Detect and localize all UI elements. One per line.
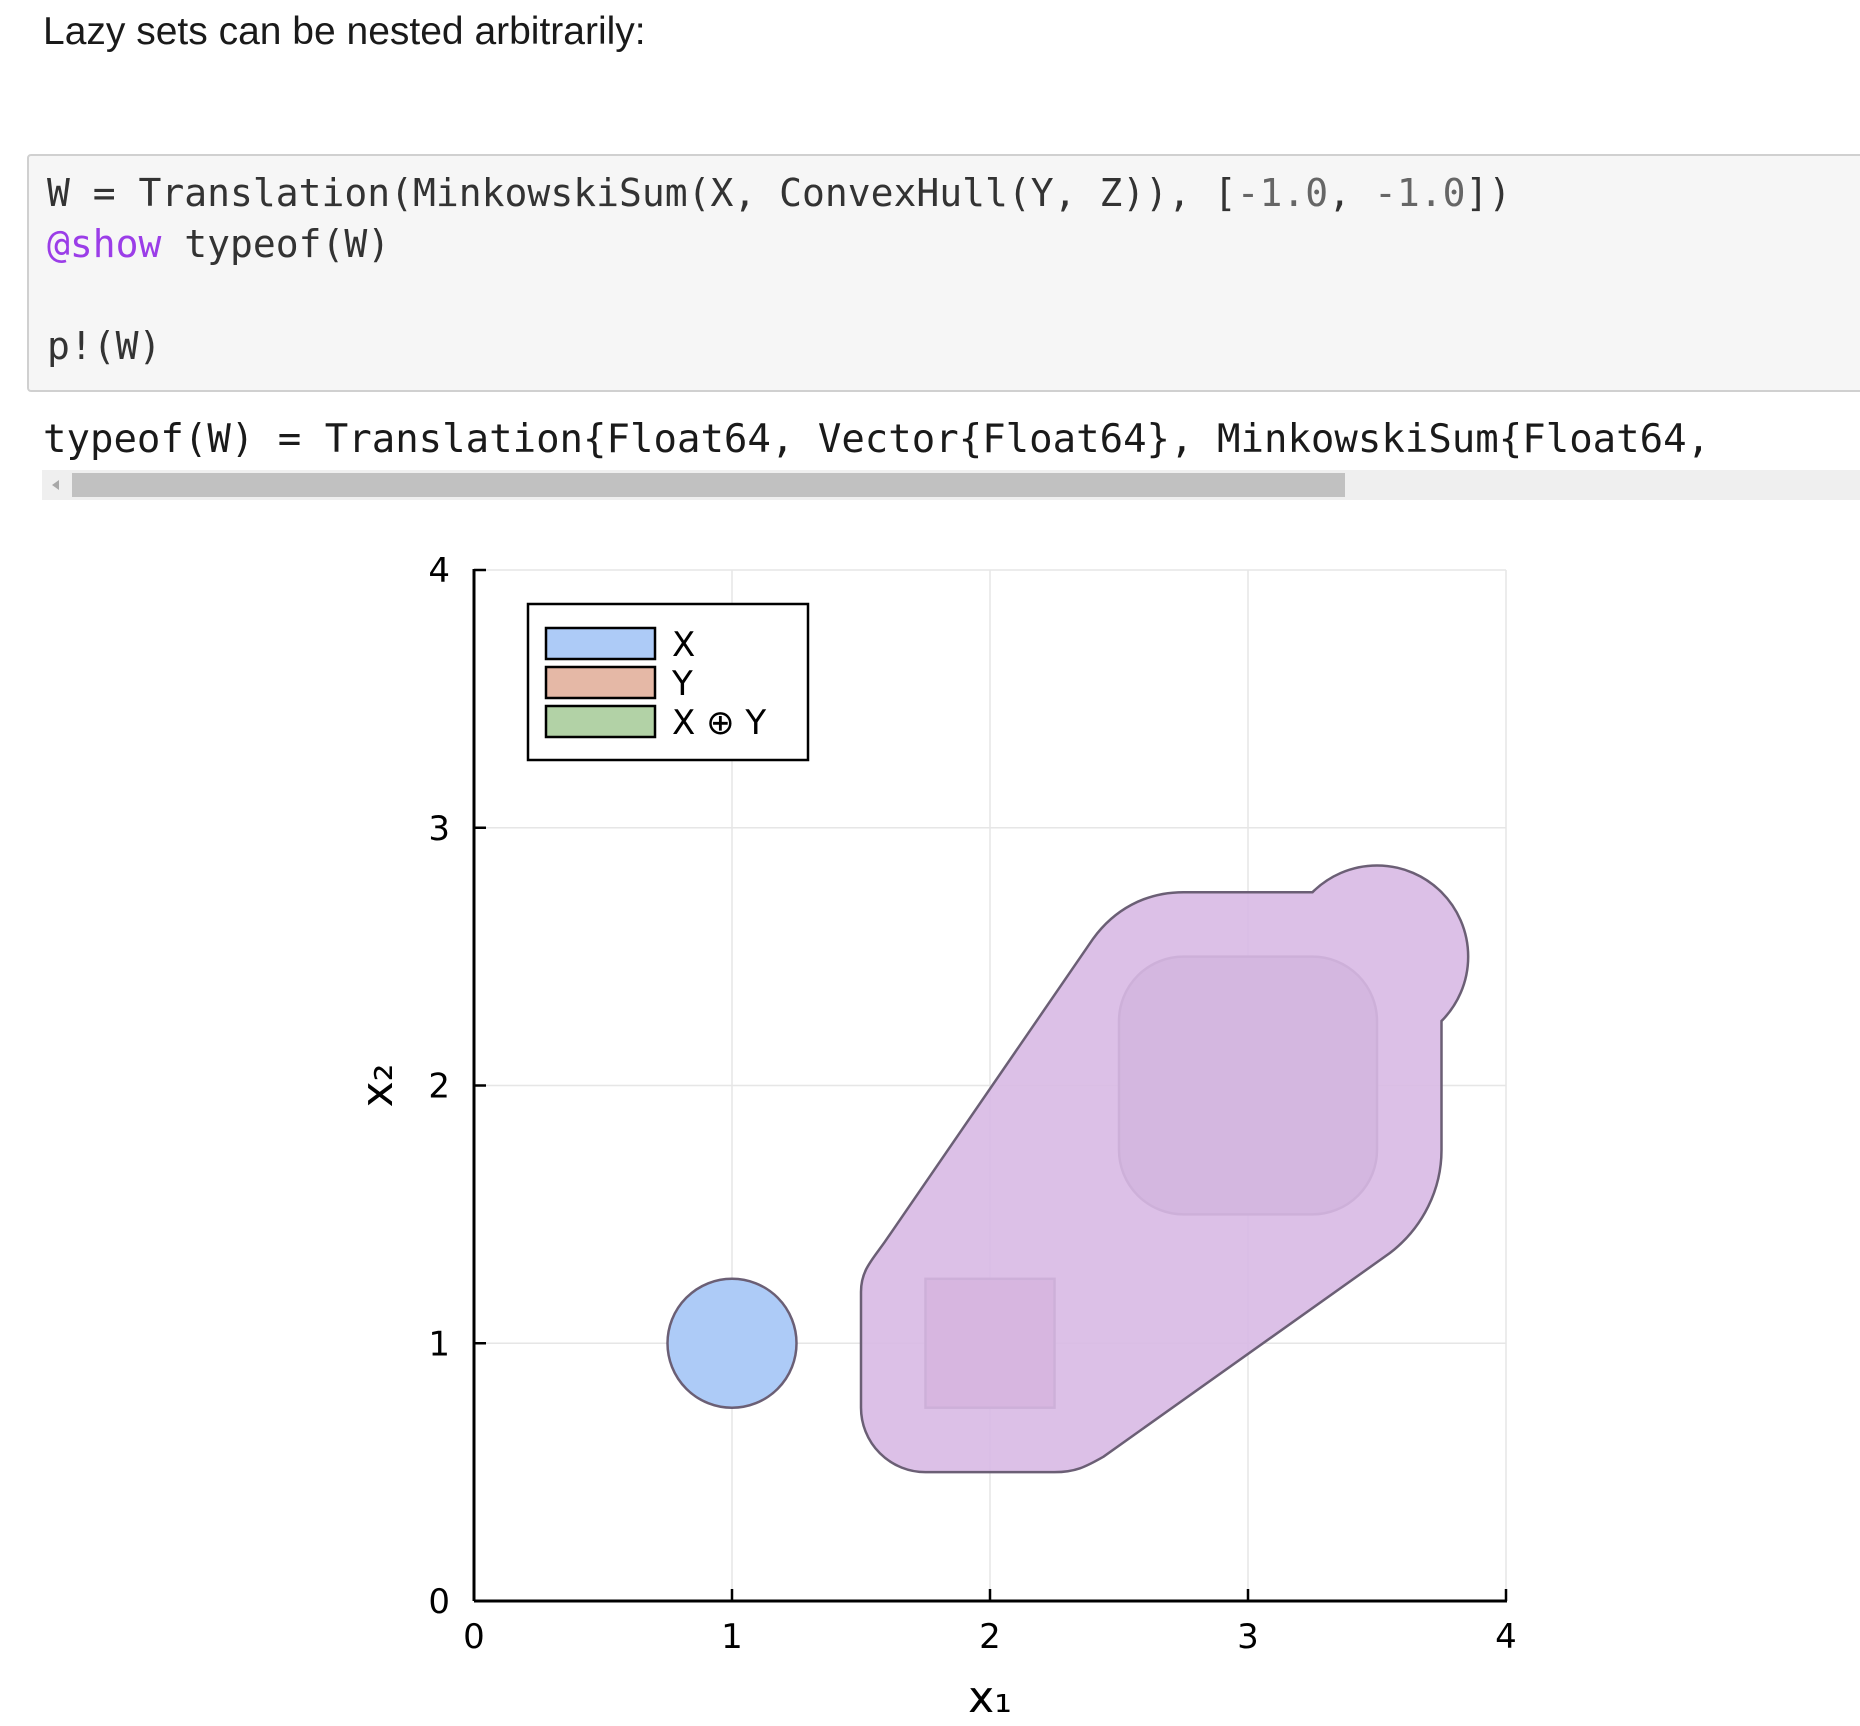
horizontal-scrollbar[interactable] bbox=[42, 470, 1860, 500]
code-macro: @show bbox=[47, 222, 162, 266]
output-text: typeof(W) = Translation{Float64, Vector{… bbox=[43, 417, 1734, 462]
plot-disc bbox=[666, 1277, 798, 1409]
y-tick-label: 0 bbox=[428, 1582, 450, 1622]
x-tick-label: 0 bbox=[463, 1617, 485, 1657]
code-line-3: p!(W) bbox=[47, 324, 162, 368]
legend-label: Y bbox=[671, 664, 693, 704]
plot-hull-shape bbox=[859, 864, 1470, 1474]
x-tick-label: 3 bbox=[1237, 1617, 1259, 1657]
x-tick-label: 4 bbox=[1495, 1617, 1517, 1657]
y-tick-label: 1 bbox=[428, 1324, 450, 1364]
code-line-1-text: W = Translation(MinkowskiSum(X, ConvexHu… bbox=[47, 171, 1237, 215]
x-tick-label: 1 bbox=[721, 1617, 743, 1657]
plot-legend: XYX ⊕ Y bbox=[526, 602, 810, 762]
intro-text: Lazy sets can be nested arbitrarily: bbox=[43, 10, 646, 53]
legend-swatch bbox=[544, 704, 657, 739]
x-tick-label: 2 bbox=[979, 1617, 1001, 1657]
code-line-1-end: ]) bbox=[1465, 171, 1512, 215]
y-tick-label: 4 bbox=[428, 551, 450, 591]
code-number-literal: -1.0 bbox=[1236, 171, 1329, 215]
plot-shapes bbox=[666, 864, 1470, 1474]
code-line-2-text: typeof(W) bbox=[161, 222, 391, 266]
plot-axes: 0 1 2 3 4 0 1 2 3 4 x₁ x₂ bbox=[352, 551, 1517, 1723]
y-tick-label: 3 bbox=[428, 809, 450, 849]
code-line-1: W = Translation(MinkowskiSum(X, ConvexHu… bbox=[47, 174, 1511, 212]
legend-swatch bbox=[544, 665, 657, 700]
legend-swatch bbox=[544, 626, 657, 661]
code-separator: , bbox=[1328, 171, 1374, 215]
x-axis-label: x₁ bbox=[968, 1672, 1012, 1723]
legend-label: X bbox=[672, 625, 695, 665]
code-block[interactable]: W = Translation(MinkowskiSum(X, ConvexHu… bbox=[27, 154, 1860, 392]
code-line-2: @show typeof(W) bbox=[47, 225, 390, 263]
y-axis-label: x₂ bbox=[352, 1064, 403, 1108]
y-tick-label: 2 bbox=[428, 1067, 450, 1107]
scroll-left-icon[interactable] bbox=[52, 480, 59, 490]
scrollbar-thumb[interactable] bbox=[72, 473, 1345, 497]
code-number-literal: -1.0 bbox=[1373, 171, 1466, 215]
legend-label: X ⊕ Y bbox=[672, 703, 766, 743]
